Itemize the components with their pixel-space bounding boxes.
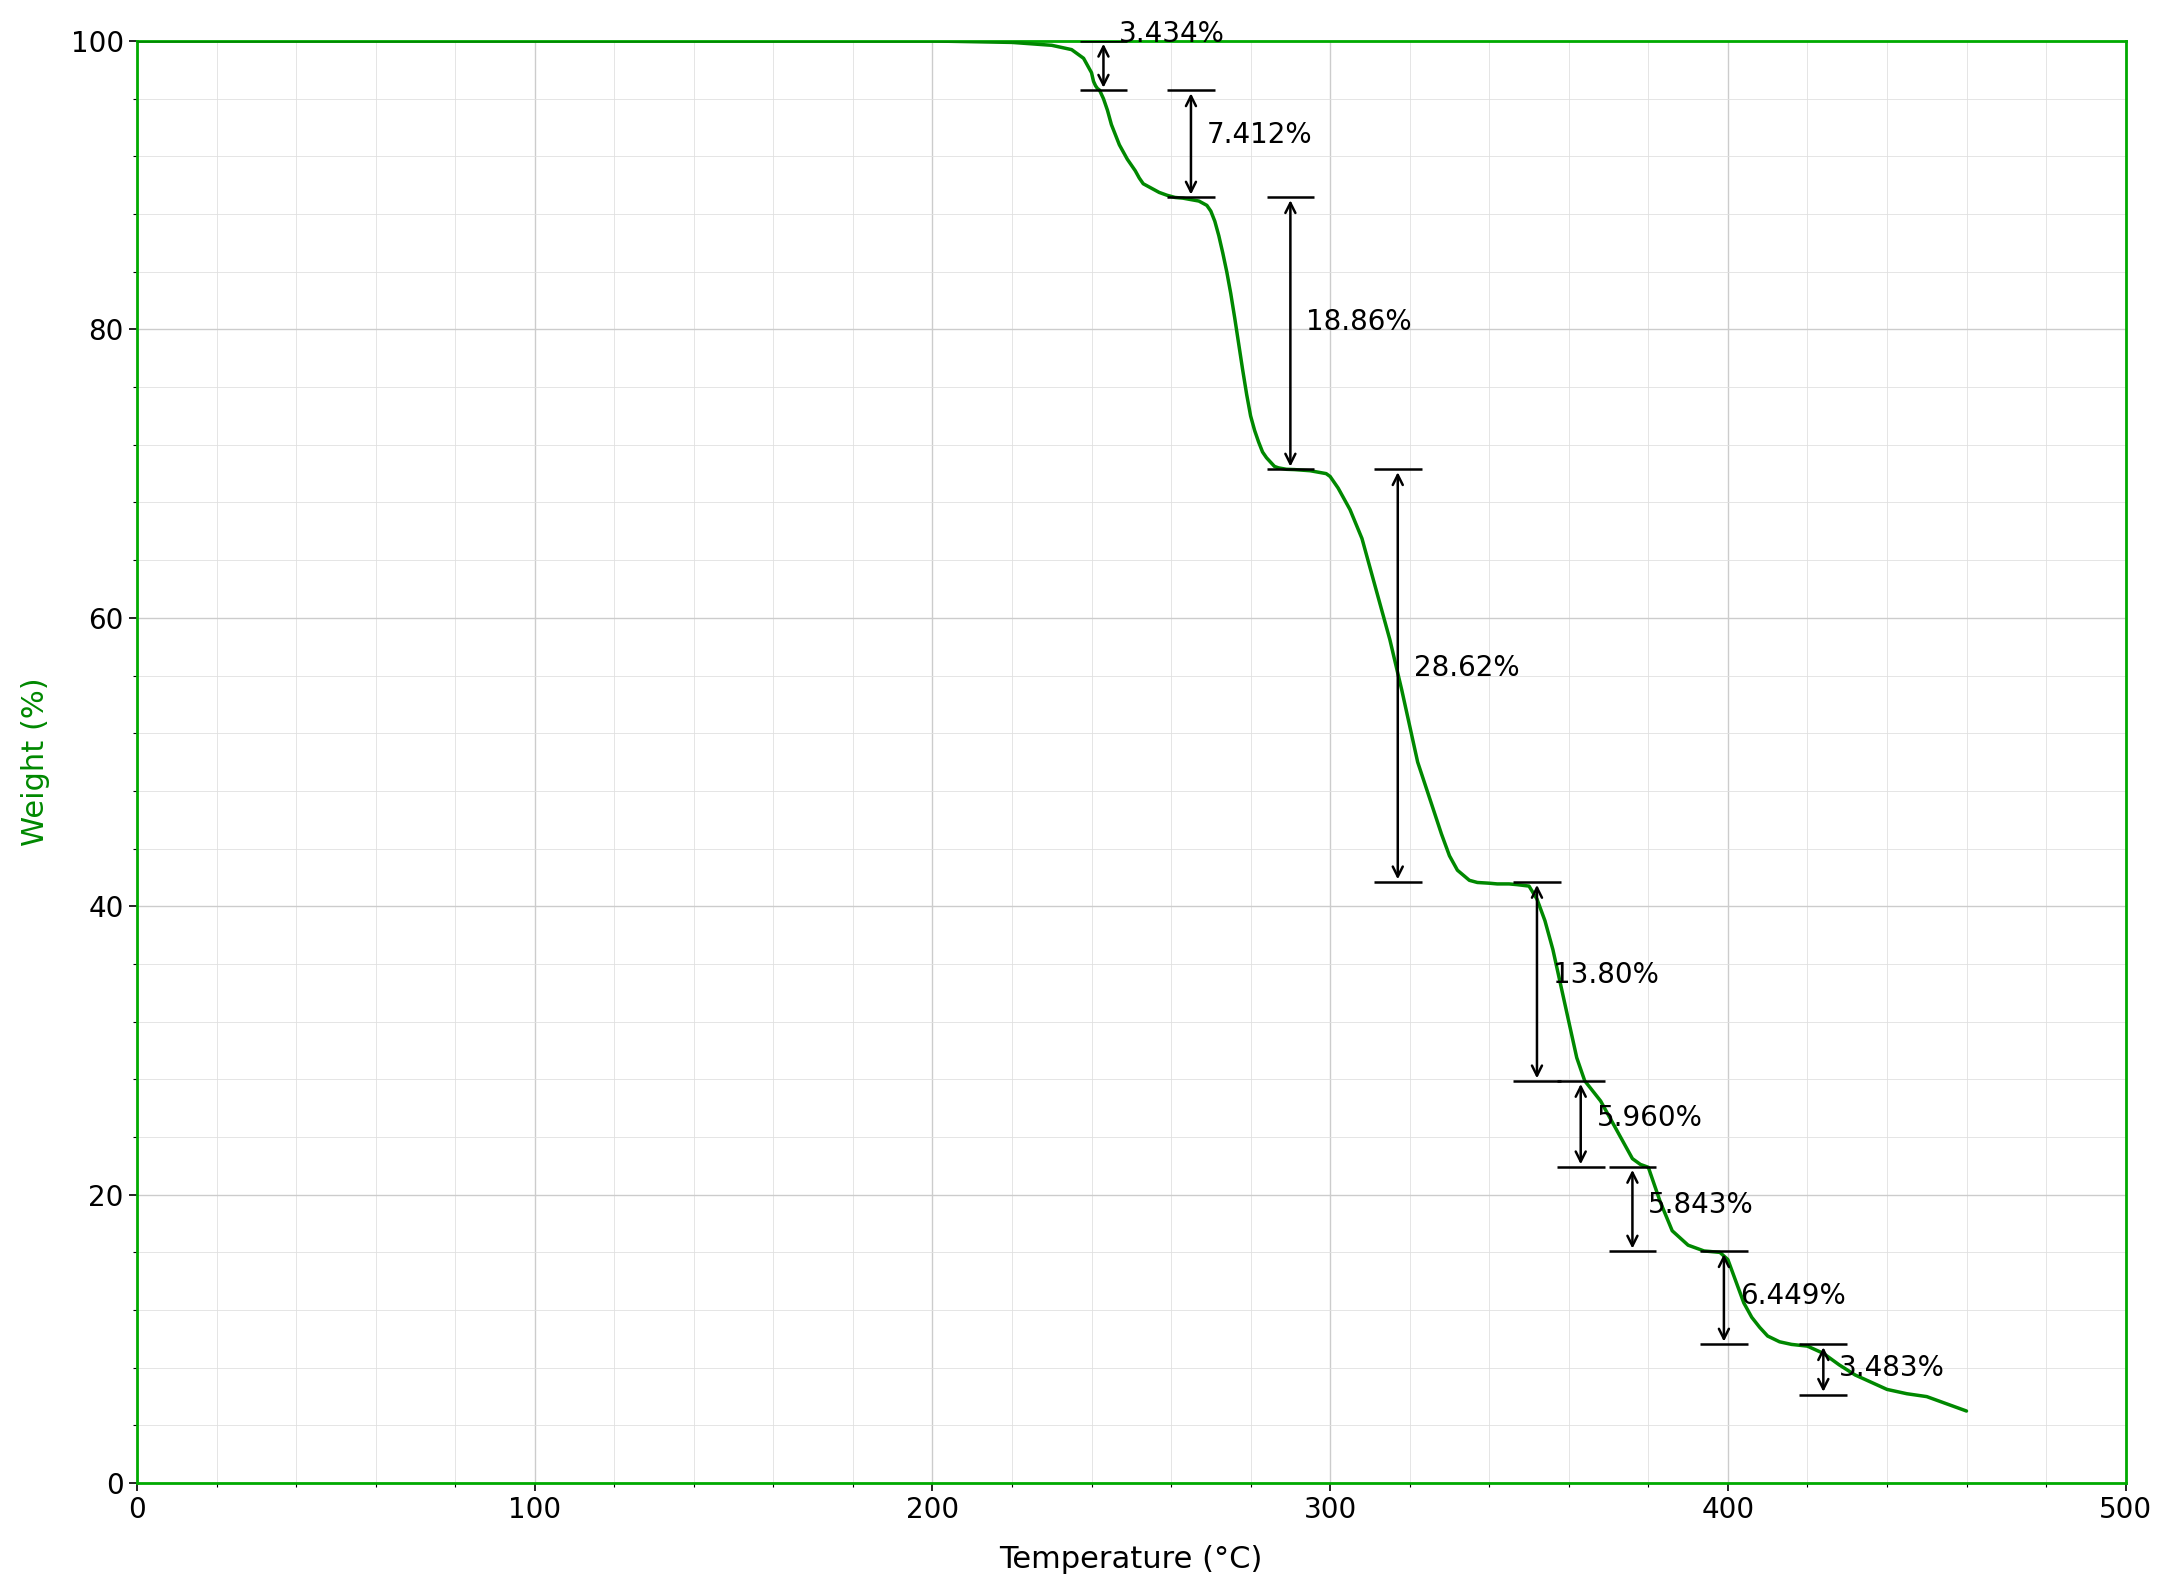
Text: 28.62%: 28.62% bbox=[1415, 654, 1519, 683]
Y-axis label: Weight (%): Weight (%) bbox=[22, 678, 50, 847]
X-axis label: Temperature (°C): Temperature (°C) bbox=[1000, 1546, 1263, 1574]
Text: 5.960%: 5.960% bbox=[1597, 1104, 1701, 1132]
Text: 18.86%: 18.86% bbox=[1306, 308, 1412, 337]
Text: 6.449%: 6.449% bbox=[1741, 1282, 1845, 1309]
Text: 5.843%: 5.843% bbox=[1649, 1191, 1754, 1219]
Text: 13.80%: 13.80% bbox=[1554, 962, 1658, 989]
Text: 3.483%: 3.483% bbox=[1838, 1354, 1945, 1381]
Text: 3.434%: 3.434% bbox=[1119, 19, 1226, 48]
Text: 7.412%: 7.412% bbox=[1206, 121, 1312, 148]
